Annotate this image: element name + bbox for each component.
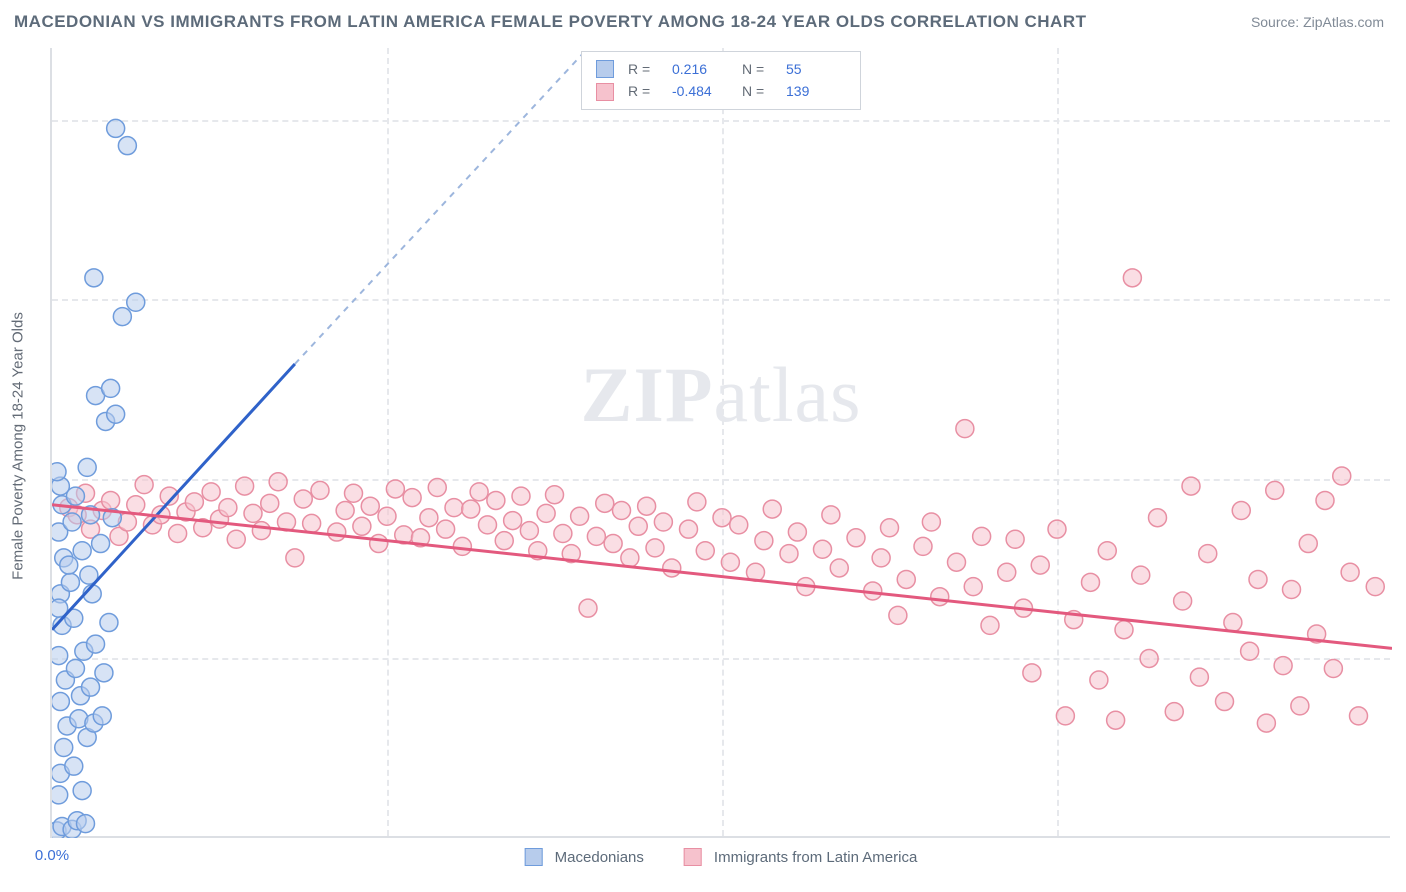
- source-attribution: Source: ZipAtlas.com: [1251, 14, 1384, 30]
- legend-item-b: Immigrants from Latin America: [684, 848, 917, 866]
- x-tick-min: 0.0%: [35, 847, 69, 864]
- plot-area: ZIPatlas R = 0.216 N = 55 R = -0.484 N =…: [50, 48, 1390, 838]
- r-value-a: 0.216: [672, 58, 732, 80]
- stats-row-a: R = 0.216 N = 55: [596, 58, 846, 80]
- swatch-series-a: [596, 60, 614, 78]
- y-tick: 37.5%: [1398, 291, 1406, 308]
- x-tick-max: 80.0%: [1398, 847, 1406, 864]
- scatter-svg: [52, 48, 1392, 838]
- r-label: R =: [628, 80, 662, 102]
- y-tick: 12.5%: [1398, 650, 1406, 667]
- y-axis-label: Female Poverty Among 18-24 Year Olds: [10, 312, 27, 580]
- y-tick: 50.0%: [1398, 111, 1406, 128]
- r-label: R =: [628, 58, 662, 80]
- n-label: N =: [742, 58, 776, 80]
- stats-row-b: R = -0.484 N = 139: [596, 80, 846, 102]
- y-tick: 25.0%: [1398, 470, 1406, 487]
- swatch-series-a: [525, 848, 543, 866]
- chart-title: MACEDONIAN VS IMMIGRANTS FROM LATIN AMER…: [14, 12, 1087, 32]
- n-value-a: 55: [786, 58, 846, 80]
- legend-label-a: Macedonians: [555, 849, 644, 866]
- n-label: N =: [742, 80, 776, 102]
- swatch-series-b: [684, 848, 702, 866]
- swatch-series-b: [596, 83, 614, 101]
- r-value-b: -0.484: [672, 80, 732, 102]
- legend-label-b: Immigrants from Latin America: [714, 849, 917, 866]
- legend-item-a: Macedonians: [525, 848, 644, 866]
- stats-legend: R = 0.216 N = 55 R = -0.484 N = 139: [581, 51, 861, 110]
- n-value-b: 139: [786, 80, 846, 102]
- series-legend: Macedonians Immigrants from Latin Americ…: [525, 848, 918, 866]
